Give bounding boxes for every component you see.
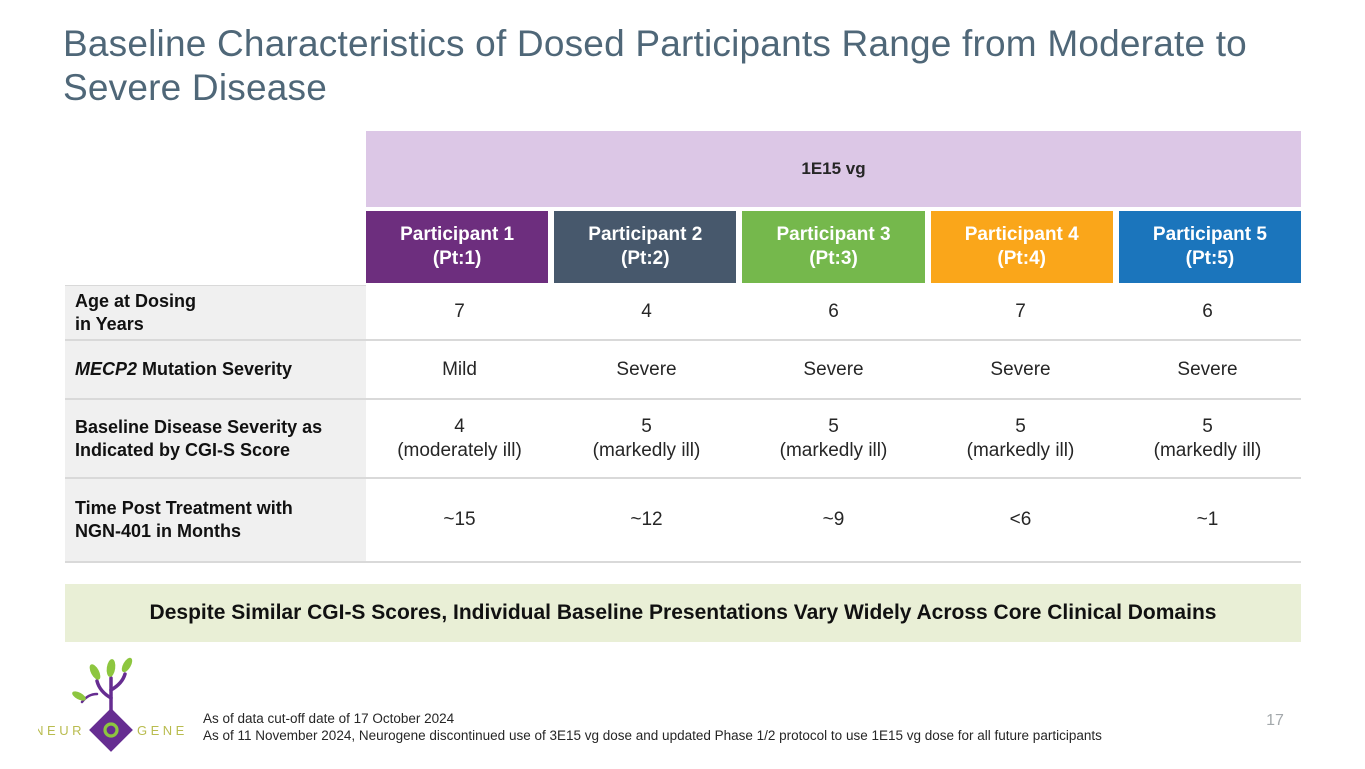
- time-post-treatment-p5: ~1: [1114, 479, 1301, 561]
- participant-id: (Pt:1): [432, 248, 482, 269]
- key-takeaway-banner: Despite Similar CGI-S Scores, Individual…: [65, 584, 1301, 642]
- participant-name: Participant 4: [964, 224, 1079, 245]
- age-value-p1: 7: [366, 285, 553, 339]
- age-value-p4: 7: [927, 285, 1114, 339]
- page-number: 17: [1266, 712, 1284, 729]
- participant-4-header: Participant 4 (Pt:4): [930, 211, 1113, 283]
- row-label-line1: Baseline Disease Severity as: [75, 416, 323, 437]
- footnotes: As of data cut-off date of 17 October 20…: [203, 710, 1102, 744]
- table-row-mecp2-severity: MECP2 Mutation Severity Mild Severe Seve…: [65, 341, 1301, 400]
- row-label: Age at Dosing in Years: [65, 285, 366, 339]
- participant-name: Participant 3: [776, 224, 891, 245]
- time-post-treatment-p4: <6: [927, 479, 1114, 561]
- participant-5-header: Participant 5 (Pt:5): [1118, 211, 1302, 283]
- participant-id: (Pt:4): [997, 248, 1046, 269]
- logo-text-right: GENE: [137, 723, 188, 738]
- score-qualifier: (moderately ill): [397, 439, 522, 461]
- score: 5: [641, 415, 652, 437]
- logo-text-left: NEUR: [38, 723, 85, 738]
- participant-header-row: Participant 1 (Pt:1) Participant 2 (Pt:2) …: [366, 211, 1302, 283]
- row-label-line1: Time Post Treatment with: [75, 498, 293, 518]
- participant-1-header: Participant 1 (Pt:1): [366, 211, 549, 283]
- table-row-time-post-treatment: Time Post Treatment with NGN-401 in Mont…: [65, 479, 1301, 563]
- age-value-p2: 4: [553, 285, 740, 339]
- baseline-characteristics-table: 1E15 vg Participant 1 (Pt:1) Participant …: [65, 131, 1302, 563]
- row-label: Baseline Disease Severity as Indicated b…: [65, 400, 366, 477]
- participant-name: Participant 2: [588, 224, 703, 245]
- participant-id: (Pt:2): [621, 248, 670, 269]
- row-label-line2: NGN-401 in Months: [75, 521, 242, 541]
- row-label: MECP2 Mutation Severity: [65, 341, 366, 398]
- row-label-line1: MECP2 Mutation Severity: [75, 358, 352, 381]
- footnote-line-1: As of data cut-off date of 17 October 20…: [203, 711, 455, 726]
- dose-group-header: 1E15 vg: [366, 131, 1301, 207]
- age-value-p3: 6: [740, 285, 927, 339]
- participant-name: Participant 1: [400, 224, 515, 245]
- mutation-severity-p2: Severe: [553, 341, 740, 398]
- score: 4: [454, 415, 465, 437]
- mutation-severity-p4: Severe: [927, 341, 1114, 398]
- cgis-score-p2: 5 (markedly ill): [553, 400, 740, 477]
- row-label: Time Post Treatment with NGN-401 in Mont…: [65, 479, 366, 561]
- slide-title: Baseline Characteristics of Dosed Partic…: [63, 23, 1247, 108]
- footnote-line-2: As of 11 November 2024, Neurogene discon…: [203, 728, 1102, 743]
- mutation-severity-p1: Mild: [366, 341, 553, 398]
- mutation-severity-p5: Severe: [1114, 341, 1301, 398]
- score-qualifier: (markedly ill): [592, 439, 701, 461]
- table-row-cgis-score: Baseline Disease Severity as Indicated b…: [65, 400, 1301, 479]
- score: 5: [828, 415, 839, 437]
- cgis-score-p1: 4 (moderately ill): [366, 400, 553, 477]
- time-post-treatment-p1: ~15: [366, 479, 553, 561]
- score-qualifier: (markedly ill): [966, 439, 1075, 461]
- participant-name: Participant 5: [1152, 224, 1267, 245]
- participant-2-header: Participant 2 (Pt:2): [554, 211, 737, 283]
- time-post-treatment-p2: ~12: [553, 479, 740, 561]
- cgis-score-p5: 5 (markedly ill): [1114, 400, 1301, 477]
- score-qualifier: (markedly ill): [779, 439, 888, 461]
- row-label-line2: in Years: [75, 313, 144, 334]
- participant-id: (Pt:5): [1185, 248, 1235, 269]
- neurogene-logo-icon: NEUR GENE: [34, 657, 188, 752]
- age-value-p5: 6: [1114, 285, 1301, 339]
- participant-id: (Pt:3): [809, 248, 858, 269]
- score: 5: [1015, 415, 1026, 437]
- cgis-score-p4: 5 (markedly ill): [927, 400, 1114, 477]
- neurogene-logo: NEUR GENE: [34, 654, 198, 764]
- gene-name: MECP2: [75, 359, 138, 379]
- row-label-line1: Age at Dosing: [75, 290, 197, 311]
- table-row-age-at-dosing: Age at Dosing in Years 7 4 6 7 6: [65, 285, 1301, 341]
- row-label-rest: Mutation Severity: [137, 359, 293, 379]
- score-qualifier: (markedly ill): [1153, 439, 1262, 461]
- cgis-score-p3: 5 (markedly ill): [740, 400, 927, 477]
- score: 5: [1202, 415, 1213, 437]
- participant-3-header: Participant 3 (Pt:3): [742, 211, 925, 283]
- table-body: Age at Dosing in Years 7 4 6 7 6 MECP2 M…: [65, 285, 1301, 563]
- time-post-treatment-p3: ~9: [740, 479, 927, 561]
- row-label-line2: Indicated by CGI-S Score: [75, 439, 291, 460]
- mutation-severity-p3: Severe: [740, 341, 927, 398]
